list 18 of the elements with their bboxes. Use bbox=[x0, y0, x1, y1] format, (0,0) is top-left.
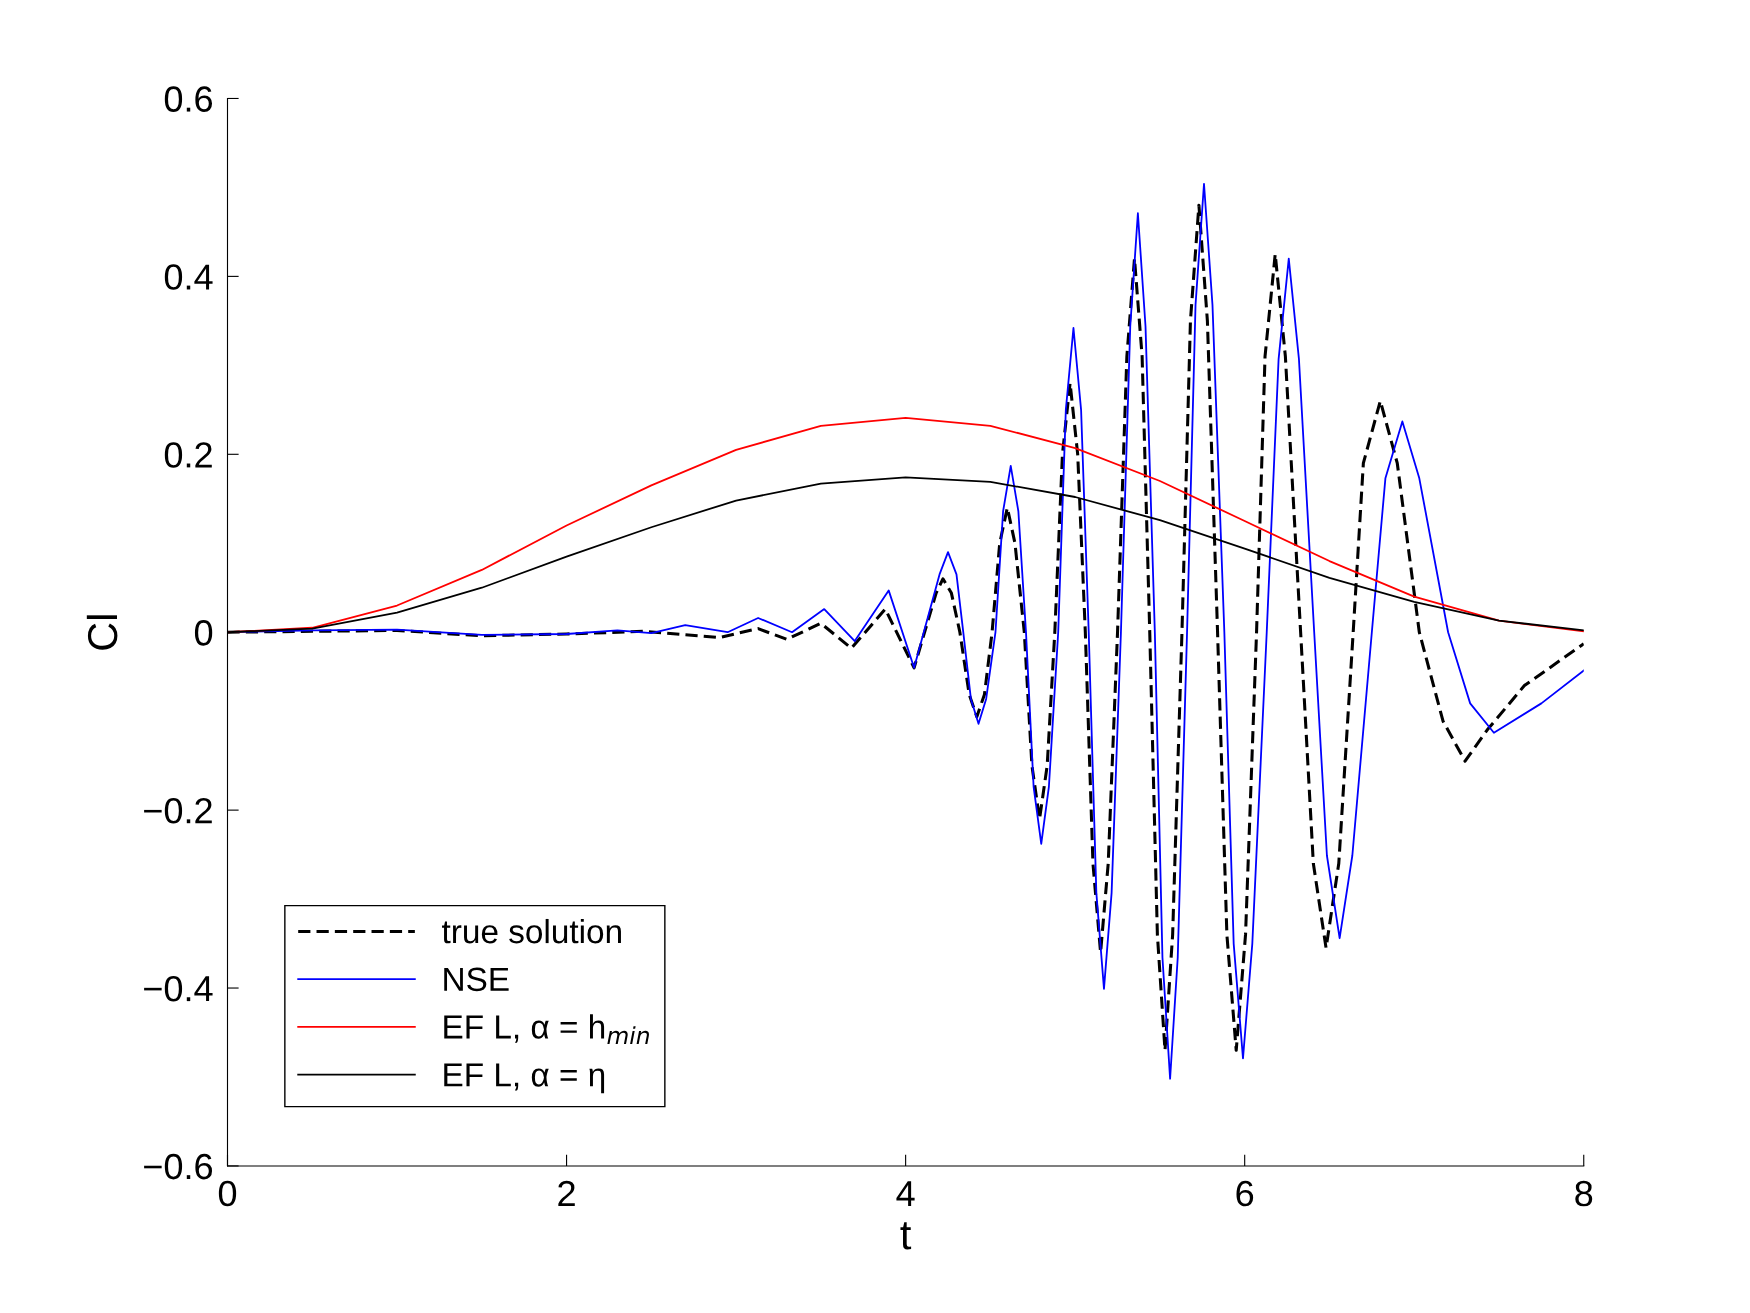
legend-label: EF L, α = η bbox=[444, 1063, 605, 1094]
y-tick-label: 0.4 bbox=[164, 264, 213, 290]
legend-label: EF L, α = h$_{min}$ bbox=[444, 1014, 649, 1044]
y-tick-label: 0 bbox=[194, 620, 213, 646]
y-tick-label: −0.6 bbox=[144, 1153, 213, 1180]
y-tick-label: 0.6 bbox=[164, 86, 213, 112]
x-tick-label: 6 bbox=[1236, 1180, 1254, 1207]
x-axis-title: t bbox=[900, 1222, 912, 1250]
x-tick-label: 2 bbox=[558, 1180, 575, 1206]
y-tick-label: −0.2 bbox=[144, 797, 212, 824]
y-tick-label: −0.4 bbox=[144, 975, 213, 1002]
x-tick-label: 4 bbox=[896, 1181, 915, 1206]
y-tick-label: 0.2 bbox=[164, 442, 212, 468]
x-tick-label: 0 bbox=[218, 1180, 237, 1207]
y-axis-title: Cl bbox=[86, 615, 118, 650]
legend-label: NSE bbox=[444, 967, 509, 992]
x-tick-label: 8 bbox=[1575, 1180, 1593, 1207]
legend-label: true solution bbox=[442, 918, 621, 944]
